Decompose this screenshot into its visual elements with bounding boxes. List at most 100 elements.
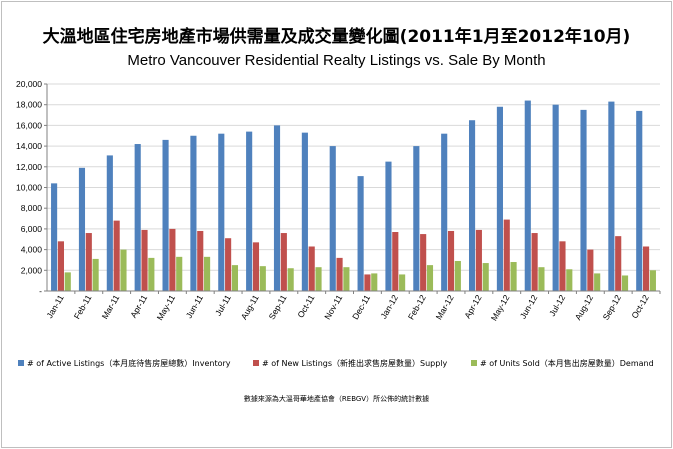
x-tick-label: Jun-12 (518, 293, 540, 321)
bar-inventory (78, 167, 86, 291)
x-axis-ticks: Jan-11 Feb-11 Mar-11 Apr-11 May-11 Jun-11 Jul-… (44, 291, 661, 323)
bar-demand (92, 258, 99, 291)
source-note: 數據來源為大溫哥華地產協會（REBGV）所公佈的統計數據 (244, 394, 429, 403)
bar-inventory (218, 133, 225, 291)
x-tick-label: May-12 (489, 293, 512, 323)
x-tick-label: Jan-11 (44, 293, 65, 320)
legend: # of Active Listings（本月底待售房屋總數）Inventory… (18, 358, 654, 368)
bar-demand (287, 268, 294, 291)
bar-demand (566, 269, 573, 291)
bar-demand (64, 272, 71, 291)
x-tick-label: Nov-11 (322, 293, 344, 321)
bar-supply (615, 236, 622, 291)
bar-inventory (301, 132, 308, 291)
y-tick-label: 6,000 (21, 224, 43, 234)
bar-inventory (608, 101, 615, 291)
bar-supply (308, 246, 315, 291)
x-tick-label: Aug-12 (573, 293, 596, 322)
x-tick-label: Sep-12 (601, 293, 624, 322)
bar-supply (169, 228, 176, 291)
y-tick-label: 14,000 (16, 141, 42, 151)
x-tick-label: Jun-11 (184, 293, 205, 320)
legend-label-demand: # of Units Sold（本月售出房屋數量）Demand (480, 358, 654, 368)
x-tick-label: Jan-12 (378, 293, 400, 321)
x-tick-label: Oct-12 (629, 293, 651, 320)
bar-inventory (636, 110, 643, 291)
bar-demand (510, 262, 517, 291)
bar-supply (447, 230, 455, 291)
y-tick-label: 10,000 (16, 183, 42, 193)
bar-demand (204, 256, 211, 291)
bar-demand (649, 270, 656, 291)
legend-swatch-supply (253, 360, 259, 366)
bar-supply (475, 229, 482, 291)
bar-demand (594, 273, 601, 291)
legend-label-inventory: # of Active Listings（本月底待售房屋總數）Inventory (27, 358, 231, 368)
bar-supply (531, 233, 538, 291)
bar-demand (148, 257, 155, 291)
chart-title: 大溫地區住宅房地產市場供需量及成交量變化圖(2011年1月至2012年10月) (43, 26, 631, 47)
gridlines (47, 83, 660, 271)
bar-inventory (329, 146, 336, 291)
bar-supply (643, 246, 650, 291)
bar-supply (57, 241, 64, 291)
x-tick-label: Mar-11 (100, 293, 122, 321)
bar-inventory (273, 125, 281, 292)
x-tick-label: Feb-12 (406, 293, 428, 322)
x-tick-label: Oct-11 (295, 293, 316, 320)
bar-inventory (246, 131, 253, 291)
x-tick-label: Jul-11 (213, 293, 233, 318)
x-tick-label: Sep-11 (267, 293, 289, 321)
bar-demand (621, 275, 629, 291)
x-tick-label: Mar-12 (434, 293, 456, 322)
bar-inventory (134, 144, 141, 291)
bar-demand (315, 267, 322, 291)
legend-swatch-demand (471, 360, 477, 366)
bar-supply (392, 232, 399, 291)
y-tick-label: 20,000 (16, 79, 42, 89)
x-tick-label: Aug-11 (239, 293, 261, 321)
bar-demand (399, 274, 406, 291)
bar-inventory (552, 104, 559, 291)
legend-swatch-inventory (18, 360, 24, 366)
bar-demand (371, 273, 378, 291)
bar-demand (231, 265, 239, 291)
bar-supply (113, 220, 120, 291)
bar-inventory (413, 146, 420, 291)
bar-supply (252, 242, 260, 291)
bar-inventory (385, 161, 392, 291)
y-tick-label: 18,000 (16, 100, 42, 110)
bar-demand (482, 263, 489, 291)
y-tick-label: - (39, 286, 42, 296)
y-tick-label: 2,000 (21, 265, 43, 275)
bar-supply (280, 233, 287, 291)
bar-demand (259, 266, 266, 291)
bar-supply (559, 241, 566, 291)
y-tick-label: 16,000 (16, 120, 42, 130)
bar-inventory (190, 135, 197, 291)
legend-label-supply: # of New Listings（新推出求售房屋數量）Supply (262, 358, 448, 368)
bar-supply (503, 219, 510, 291)
x-tick-label: Dec-11 (350, 293, 372, 321)
bars (51, 100, 656, 292)
bar-demand (120, 249, 127, 291)
bar-supply (141, 229, 148, 291)
bar-inventory (51, 183, 58, 291)
x-tick-label: Jul-12 (547, 293, 567, 318)
y-tick-label: 12,000 (16, 162, 42, 172)
bar-supply (197, 230, 204, 291)
y-tick-label: 4,000 (21, 245, 43, 255)
bar-supply (85, 233, 92, 291)
bar-demand (426, 265, 434, 291)
bar-demand (454, 260, 461, 291)
y-axis-ticks: - 2,000 4,000 6,000 8,000 10,000 12,000 14,000 1… (16, 79, 47, 296)
bar-inventory (524, 100, 531, 291)
bar-supply (587, 249, 594, 291)
bar-demand (343, 267, 350, 291)
bar-inventory (468, 120, 476, 291)
bar-supply (336, 257, 343, 291)
x-tick-label: Feb-11 (72, 293, 94, 321)
bar-inventory (106, 155, 113, 291)
